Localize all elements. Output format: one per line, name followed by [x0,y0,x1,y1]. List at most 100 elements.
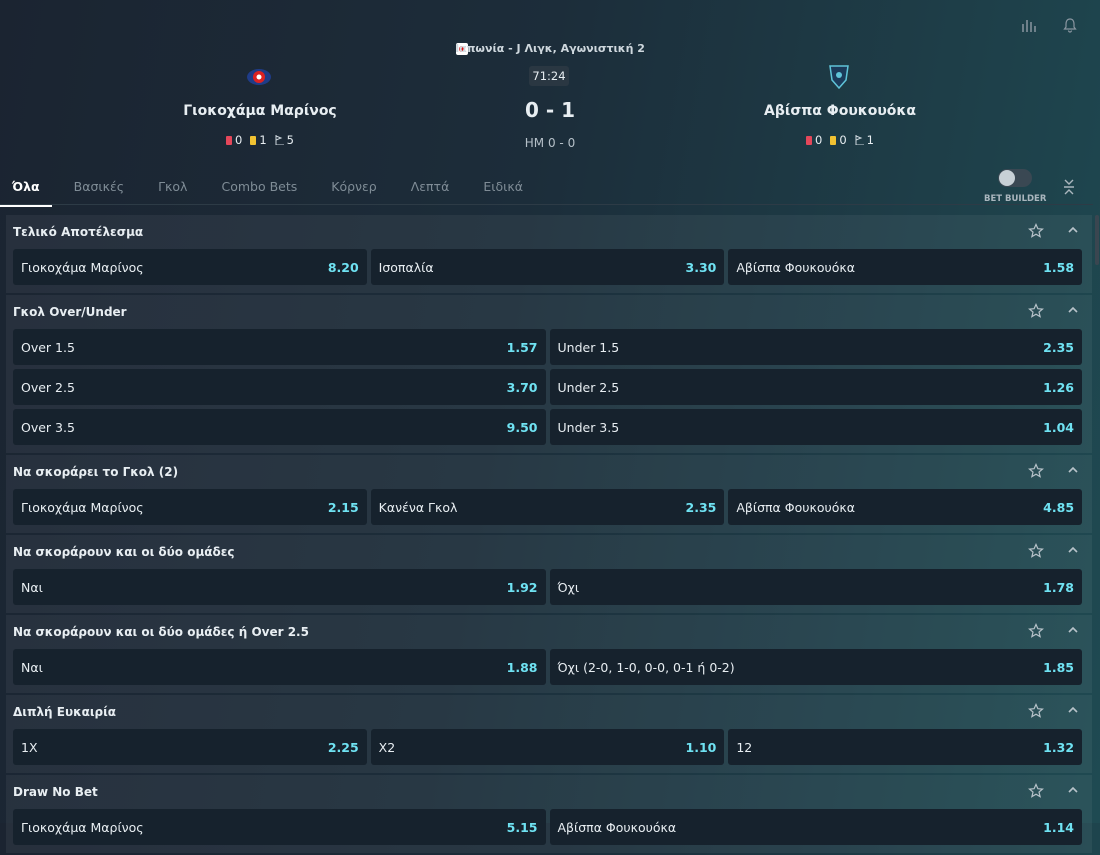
corners: 5 [275,133,294,147]
market-title: Να σκοράρει το Γκολ (2) [13,465,179,479]
selection[interactable]: Under 3.5 1.04 [549,409,1082,445]
competition: Ιαπωνία - J Λιγκ, Αγωνιστική 2 [455,42,645,55]
favorite-star[interactable] [1028,702,1044,722]
selection-row: Over 3.5 9.50 Under 3.5 1.04 [13,409,1082,445]
collapse-chevron[interactable] [1066,303,1080,322]
count: 0 [839,133,847,147]
selection[interactable]: Αβίσπα Φουκουόκα 1.14 [549,809,1082,845]
tab[interactable]: Όλα [0,172,52,207]
yellow-cards: 1 [250,133,267,147]
favorite-star[interactable] [1028,542,1044,562]
collapse-chevron[interactable] [1066,623,1080,642]
odds: 4.85 [1043,499,1075,515]
selection[interactable]: 12 1.32 [728,729,1083,765]
selection-label: Over 1.5 [21,339,75,355]
selection-row: Γιοκοχάμα Μαρίνος 5.15 Αβίσπα Φουκουόκα 1.1… [13,809,1082,845]
market-header: Να σκοράρουν και οι δύο ομάδες ή Over 2.… [13,615,1082,649]
favorite-star[interactable] [1028,782,1044,802]
count: 1 [259,133,267,147]
selection[interactable]: Αβίσπα Φουκουόκα 4.85 [728,489,1083,525]
odds: 9.50 [506,419,538,435]
odds: 2.25 [327,739,359,755]
selection[interactable]: Under 1.5 2.35 [549,329,1082,365]
selection-label: 12 [736,739,753,755]
collapse-chevron[interactable] [1066,543,1080,562]
market-title: Τελικό Αποτέλεσμα [13,225,144,239]
selection[interactable]: Αβίσπα Φουκουόκα 1.58 [728,249,1083,285]
home-logo [247,69,271,85]
count: 0 [235,133,243,147]
collapse-chevron[interactable] [1066,463,1080,482]
market-title: Διπλή Ευκαιρία [13,705,117,719]
scrollbar[interactable] [1095,215,1099,265]
selection[interactable]: Over 2.5 3.70 [13,369,546,405]
selection-label: Αβίσπα Φουκουόκα [736,259,855,275]
odds: 1.85 [1043,659,1074,675]
selection-label: Γιοκοχάμα Μαρίνος [21,499,144,515]
selection[interactable]: X2 1.10 [370,729,725,765]
match-clock: 71:24 [529,66,569,86]
selection[interactable]: Όχι 1.78 [549,569,1082,605]
favorite-star[interactable] [1028,462,1044,482]
collapse-chevron[interactable] [1066,703,1080,722]
tab[interactable]: Κόρνερ [331,179,377,194]
odds: 1.78 [1043,579,1074,595]
selection-label: Under 1.5 [557,339,620,355]
market: Να σκοράρουν και οι δύο ομάδες Ναι 1.92 Όχι… [6,535,1092,613]
tab[interactable]: Λεπτά [410,179,450,194]
selection[interactable]: Ναι 1.92 [13,569,546,605]
markets: Τελικό Αποτέλεσμα Γιοκοχάμα Μαρίνος 8.20 Ισ… [6,215,1092,855]
market: Γκολ Over/Under Over 1.5 1.57 Under 1.5 2.35… [6,295,1092,453]
tab[interactable]: Γκολ [158,179,188,194]
selection-label: X2 [378,739,396,755]
tab[interactable]: Βασικές [73,179,125,194]
away-stats: 0 0 1 [690,133,990,147]
odds: 1.10 [685,739,717,755]
selection[interactable]: Όχι (2-0, 1-0, 0-0, 0-1 ή 0-2) 1.85 [549,649,1082,685]
collapse-all-icon[interactable] [1062,178,1076,196]
tab[interactable]: Combo Bets [221,179,298,194]
selection[interactable]: Ναι 1.88 [13,649,546,685]
odds: 2.15 [327,499,359,515]
odds: 2.35 [1043,339,1074,355]
selection[interactable]: Γιοκοχάμα Μαρίνος 8.20 [13,249,367,285]
selection[interactable]: Over 3.5 9.50 [13,409,546,445]
selection-row: Γιοκοχάμα Μαρίνος 8.20 Ισοπαλία 3.30 Αβίσπα … [13,249,1083,285]
favorite-star[interactable] [1028,622,1044,642]
selection-row: Ναι 1.92 Όχι 1.78 [13,569,1082,605]
market-header: Γκολ Over/Under [13,295,1082,329]
bet-builder-label: BET BUILDER [984,194,1047,204]
count: 0 [815,133,823,147]
stats-icon[interactable] [1020,16,1038,34]
market: Τελικό Αποτέλεσμα Γιοκοχάμα Μαρίνος 8.20 Ισ… [6,215,1092,293]
favorite-star[interactable] [1028,222,1044,242]
favorite-star[interactable] [1028,302,1044,322]
home-team: Γιοκοχάμα Μαρίνος [183,103,337,119]
market-header: Τελικό Αποτέλεσμα [13,215,1082,249]
selection[interactable]: Over 1.5 1.57 [13,329,546,365]
market-title: Draw No Bet [13,785,98,799]
selection[interactable]: Γιοκοχάμα Μαρίνος 2.15 [13,489,367,525]
selection[interactable]: Κανένα Γκολ 2.35 [370,489,725,525]
bet-builder-toggle[interactable] [998,169,1032,187]
selection[interactable]: Under 2.5 1.26 [549,369,1082,405]
selection[interactable]: Γιοκοχάμα Μαρίνος 5.15 [13,809,546,845]
selection[interactable]: Ισοπαλία 3.30 [370,249,725,285]
collapse-chevron[interactable] [1066,223,1080,242]
selection-label: Αβίσπα Φουκουόκα [736,499,855,515]
selection-row: Over 2.5 3.70 Under 2.5 1.26 [13,369,1082,405]
market-header: Να σκοράρει το Γκολ (2) [13,455,1082,489]
selection[interactable]: 1X 2.25 [13,729,367,765]
selection-label: Over 2.5 [21,379,75,395]
odds: 5.15 [506,819,538,835]
tab[interactable]: Ειδικά [483,179,523,194]
odds: 1.57 [506,339,538,355]
odds: 3.70 [506,379,538,395]
tab-divider [0,204,1093,205]
bell-icon[interactable] [1062,17,1078,33]
collapse-chevron[interactable] [1066,783,1080,802]
odds: 3.30 [685,259,717,275]
market-icons [1028,782,1080,802]
corners: 1 [855,133,874,147]
selection-label: Γιοκοχάμα Μαρίνος [21,259,144,275]
